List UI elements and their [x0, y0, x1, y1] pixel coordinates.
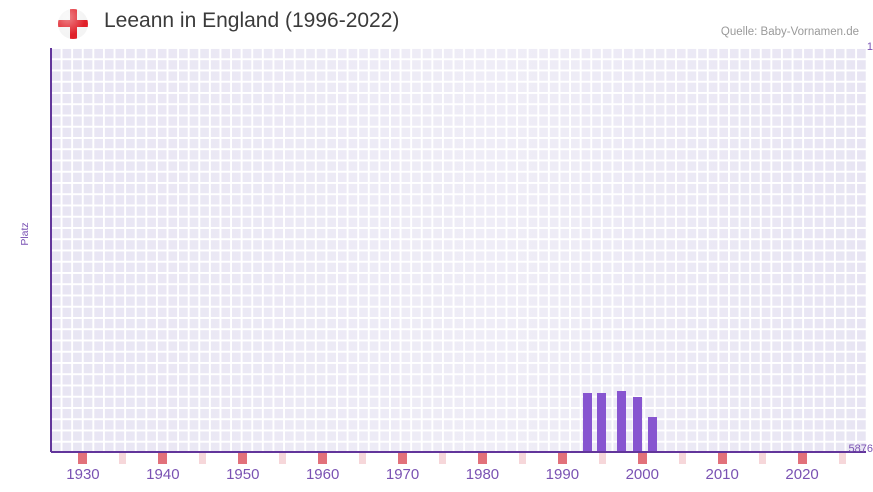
- x-axis-minor-tick-2015: [758, 453, 766, 464]
- x-axis-tick-label-1970: 1970: [385, 466, 420, 483]
- x-axis-minor-tick-1945: [199, 453, 207, 464]
- x-axis-tick-mark-1960: [318, 453, 328, 464]
- bar-2002[interactable]: [648, 417, 657, 452]
- flag-cross-horizontal: [58, 20, 88, 27]
- x-axis-tick-mark-2000: [637, 453, 647, 464]
- x-axis-minor-tick-1985: [518, 453, 526, 464]
- x-axis-tick-mark-2020: [797, 453, 807, 464]
- x-axis-tick-label-1940: 1940: [146, 466, 180, 483]
- bar-1997[interactable]: [597, 393, 606, 452]
- x-axis-tick-label-1990: 1990: [545, 466, 580, 483]
- bar-1999[interactable]: [617, 391, 626, 452]
- england-flag-icon: [58, 9, 88, 39]
- y-axis-tick-top: 1: [866, 41, 873, 53]
- x-axis-minor-tick-1935: [119, 453, 127, 464]
- chart-title: Leeann in England (1996-2022): [104, 9, 400, 32]
- x-axis-minor-tick-1995: [598, 453, 606, 464]
- x-axis-minor-tick-1955: [279, 453, 287, 464]
- x-axis-tick-mark-1930: [78, 453, 88, 464]
- y-axis-line: [50, 48, 52, 452]
- x-axis-tick-mark-1980: [477, 453, 487, 464]
- x-axis-tick-label-2000: 2000: [625, 466, 659, 483]
- x-axis-tick-mark-1970: [398, 453, 408, 464]
- x-axis-tick-mark-1940: [158, 453, 168, 464]
- x-axis-tick-mark-1990: [557, 453, 567, 464]
- x-axis-tick-mark-1950: [238, 453, 248, 464]
- plot-area: [51, 48, 866, 452]
- y-axis-title: Platz: [19, 222, 31, 246]
- x-axis-minor-tick-1975: [439, 453, 447, 464]
- x-axis-tick-label-1980: 1980: [465, 466, 500, 483]
- flag-gloss: [58, 9, 88, 39]
- x-axis-tick-label-2010: 2010: [705, 466, 739, 483]
- y-axis-tick-bottom: 5876: [848, 443, 873, 455]
- x-axis-tick-mark-2010: [717, 453, 727, 464]
- x-axis-minor-tick-1965: [359, 453, 367, 464]
- bar-1996[interactable]: [583, 393, 592, 452]
- x-axis-line: [51, 451, 866, 453]
- bars-layer: [51, 48, 866, 452]
- bar-2001[interactable]: [633, 397, 642, 452]
- source-attribution: Quelle: Baby-Vornamen.de: [720, 26, 859, 38]
- x-axis-tick-label-1930: 1930: [66, 466, 100, 483]
- x-axis-minor-tick-2005: [678, 453, 686, 464]
- x-axis-tick-label-2020: 2020: [785, 466, 819, 483]
- x-axis-tick-label-1950: 1950: [226, 466, 260, 483]
- x-axis-tick-label-1960: 1960: [305, 466, 340, 483]
- x-axis-minor-tick-2025: [838, 453, 846, 464]
- chart-header: Leeann in England (1996-2022) Quelle: Ba…: [0, 0, 873, 48]
